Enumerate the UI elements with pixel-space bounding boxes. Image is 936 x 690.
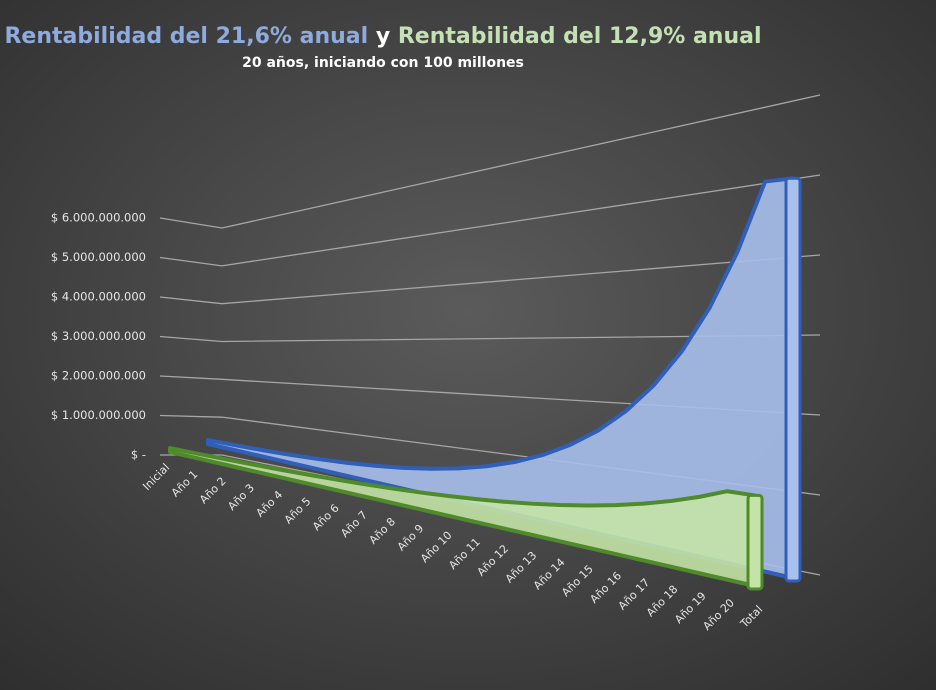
y-tick-label: $ 5.000.000.000 — [51, 250, 146, 264]
grid-line — [159, 334, 821, 343]
title-series-2: Rentabilidad del 12,9% anual — [398, 24, 762, 49]
title-joiner: y — [376, 24, 390, 49]
end-cap — [746, 493, 764, 591]
grid-line — [159, 254, 821, 305]
grid-line — [159, 94, 821, 229]
chart-title: Rentabilidad del 21,6% anual y Rentabili… — [4, 24, 761, 49]
end-cap — [784, 176, 802, 583]
y-tick-label: $ 1.000.000.000 — [51, 408, 146, 422]
y-tick-label: $ 3.000.000.000 — [51, 329, 146, 343]
y-tick-label: $ 4.000.000.000 — [51, 290, 146, 304]
grid-line — [159, 375, 821, 416]
grid-line — [159, 174, 821, 267]
chart-subtitle: 20 años, iniciando con 100 millones — [242, 55, 524, 71]
title-series-1: Rentabilidad del 21,6% anual — [4, 24, 368, 49]
y-tick-label: $ 6.000.000.000 — [51, 211, 146, 225]
y-tick-label: $ - — [131, 448, 146, 462]
y-tick-label: $ 2.000.000.000 — [51, 369, 146, 383]
plot-area: $ - $ 1.000.000.000 $ 2.000.000.000 $ 3.000… — [51, 94, 821, 633]
